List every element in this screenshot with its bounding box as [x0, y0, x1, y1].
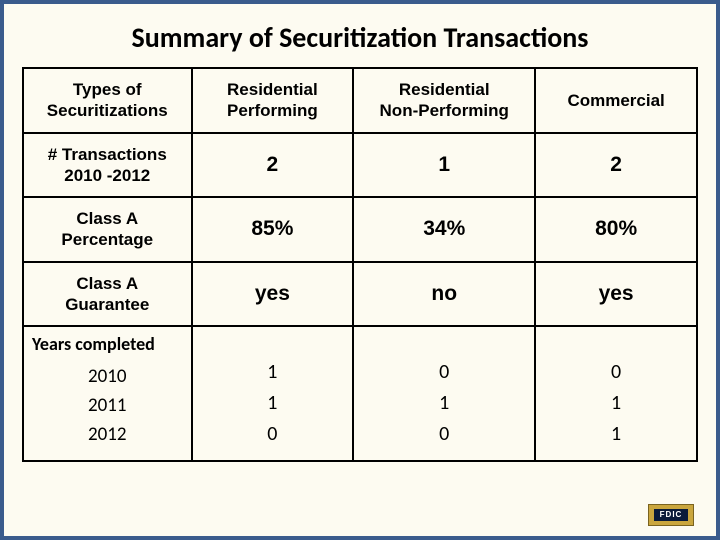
cell-transactions-commercial: 2	[535, 133, 697, 198]
yearscompleted-heading: Years completed	[32, 333, 183, 356]
cell-classaguar-resperf: yes	[192, 262, 354, 327]
yc-resnonperf-2012: 0	[362, 419, 526, 450]
row-label-classaguar: Class AGuarantee	[23, 262, 192, 327]
cell-classapct-commercial: 80%	[535, 197, 697, 262]
cell-years-commercial: 0 1 1	[535, 326, 697, 461]
slide: Summary of Securitization Transactions T…	[0, 0, 720, 540]
year-2012: 2012	[32, 420, 183, 449]
row-label-transactions: # Transactions2010 -2012	[23, 133, 192, 198]
col-header-types: Types ofSecuritizations	[23, 68, 192, 133]
cell-classaguar-commercial: yes	[535, 262, 697, 327]
yc-resperf-2011: 1	[201, 388, 345, 419]
yc-resnonperf-2011: 1	[362, 388, 526, 419]
year-2010: 2010	[32, 362, 183, 391]
page-title: Summary of Securitization Transactions	[22, 20, 698, 55]
row-label-classapct: Class APercentage	[23, 197, 192, 262]
table-row: Years completed 2010 2011 2012 1 1 0 0 1…	[23, 326, 697, 461]
cell-classapct-resperf: 85%	[192, 197, 354, 262]
yc-resnonperf-2010: 0	[362, 357, 526, 388]
year-2011: 2011	[32, 391, 183, 420]
yc-commercial-2011: 1	[544, 388, 688, 419]
yc-commercial-2012: 1	[544, 419, 688, 450]
yc-resperf-2010: 1	[201, 357, 345, 388]
securitization-table: Types ofSecuritizations ResidentialPerfo…	[22, 67, 698, 462]
col-header-commercial: Commercial	[535, 68, 697, 133]
table-row: Class AGuarantee yes no yes	[23, 262, 697, 327]
table-header-row: Types ofSecuritizations ResidentialPerfo…	[23, 68, 697, 133]
table-row: Class APercentage 85% 34% 80%	[23, 197, 697, 262]
cell-classaguar-resnonperf: no	[353, 262, 535, 327]
yc-resperf-2012: 0	[201, 419, 345, 450]
cell-transactions-resperf: 2	[192, 133, 354, 198]
cell-classapct-resnonperf: 34%	[353, 197, 535, 262]
table-row: # Transactions2010 -2012 2 1 2	[23, 133, 697, 198]
fdic-logo: FDIC	[648, 504, 694, 526]
fdic-logo-text: FDIC	[654, 509, 688, 521]
yc-commercial-2010: 0	[544, 357, 688, 388]
cell-years-resperf: 1 1 0	[192, 326, 354, 461]
cell-transactions-resnonperf: 1	[353, 133, 535, 198]
col-header-res-perf: ResidentialPerforming	[192, 68, 354, 133]
cell-years-resnonperf: 0 1 0	[353, 326, 535, 461]
row-label-yearscompleted: Years completed 2010 2011 2012	[23, 326, 192, 461]
col-header-res-nonperf: ResidentialNon-Performing	[353, 68, 535, 133]
